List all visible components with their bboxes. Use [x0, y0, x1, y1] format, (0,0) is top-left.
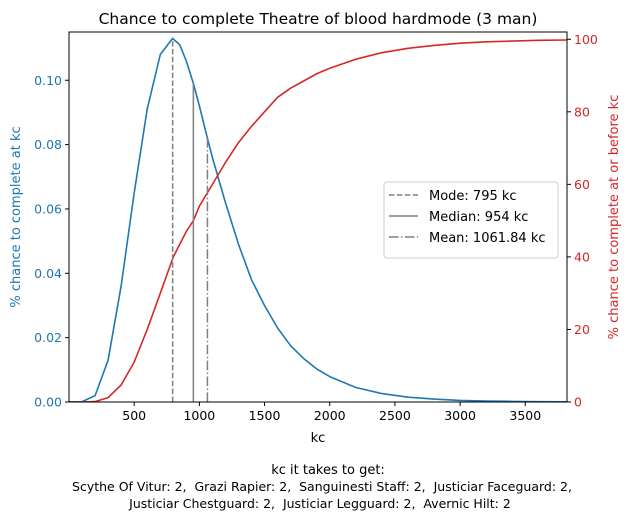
x-tick-label: 1000	[183, 408, 215, 423]
x-tick-label: 500	[122, 408, 146, 423]
y-axis-right-label: % chance to complete at or before kc	[607, 95, 622, 340]
y-left-tick-label: 0.00	[34, 395, 62, 410]
y-left-tick-label: 0.02	[34, 330, 62, 345]
y-left-tick-label: 0.06	[34, 201, 62, 216]
pdf-line-series	[69, 37, 567, 402]
y-left-tick-label: 0.08	[34, 137, 62, 152]
x-tick-label: 2000	[314, 408, 346, 423]
y-right-tick-label: 60	[574, 177, 590, 192]
y-left-tick-label: 0.04	[34, 266, 62, 281]
footer-line-1: Scythe Of Vitur: 2, Grazi Rapier: 2, San…	[72, 479, 572, 494]
legend: Mode: 795 kc Median: 954 kc Mean: 1061.8…	[383, 181, 559, 259]
x-axis-label: kc	[311, 431, 326, 446]
y-right-tick-label: 20	[574, 322, 590, 337]
y-axis-left-label: % chance to complete at kc	[9, 126, 24, 307]
legend-mean-label: Mean: 1061.84 kc	[429, 231, 546, 246]
x-tick-label: 3500	[509, 408, 541, 423]
y-right-tick-label: 100	[574, 32, 598, 47]
chart-title: Chance to complete Theatre of blood hard…	[99, 10, 538, 28]
y-right-tick-label: 0	[574, 395, 582, 410]
x-tick-label: 3000	[444, 408, 476, 423]
legend-box	[383, 181, 559, 259]
legend-median-label: Median: 954 kc	[429, 210, 528, 225]
footer-title: kc it takes to get:	[271, 463, 385, 478]
legend-mode-label: Mode: 795 kc	[429, 189, 517, 204]
y-right-tick-label: 40	[574, 249, 590, 264]
y-right-tick-label: 80	[574, 104, 590, 119]
y-left-tick-label: 0.10	[34, 73, 62, 88]
cdf-line-series	[69, 39, 567, 402]
plot-frame	[68, 31, 568, 403]
x-tick-label: 2500	[379, 408, 411, 423]
footer-line-2: Justiciar Chestguard: 2, Justiciar Leggu…	[128, 496, 511, 511]
x-tick-label: 1500	[249, 408, 281, 423]
